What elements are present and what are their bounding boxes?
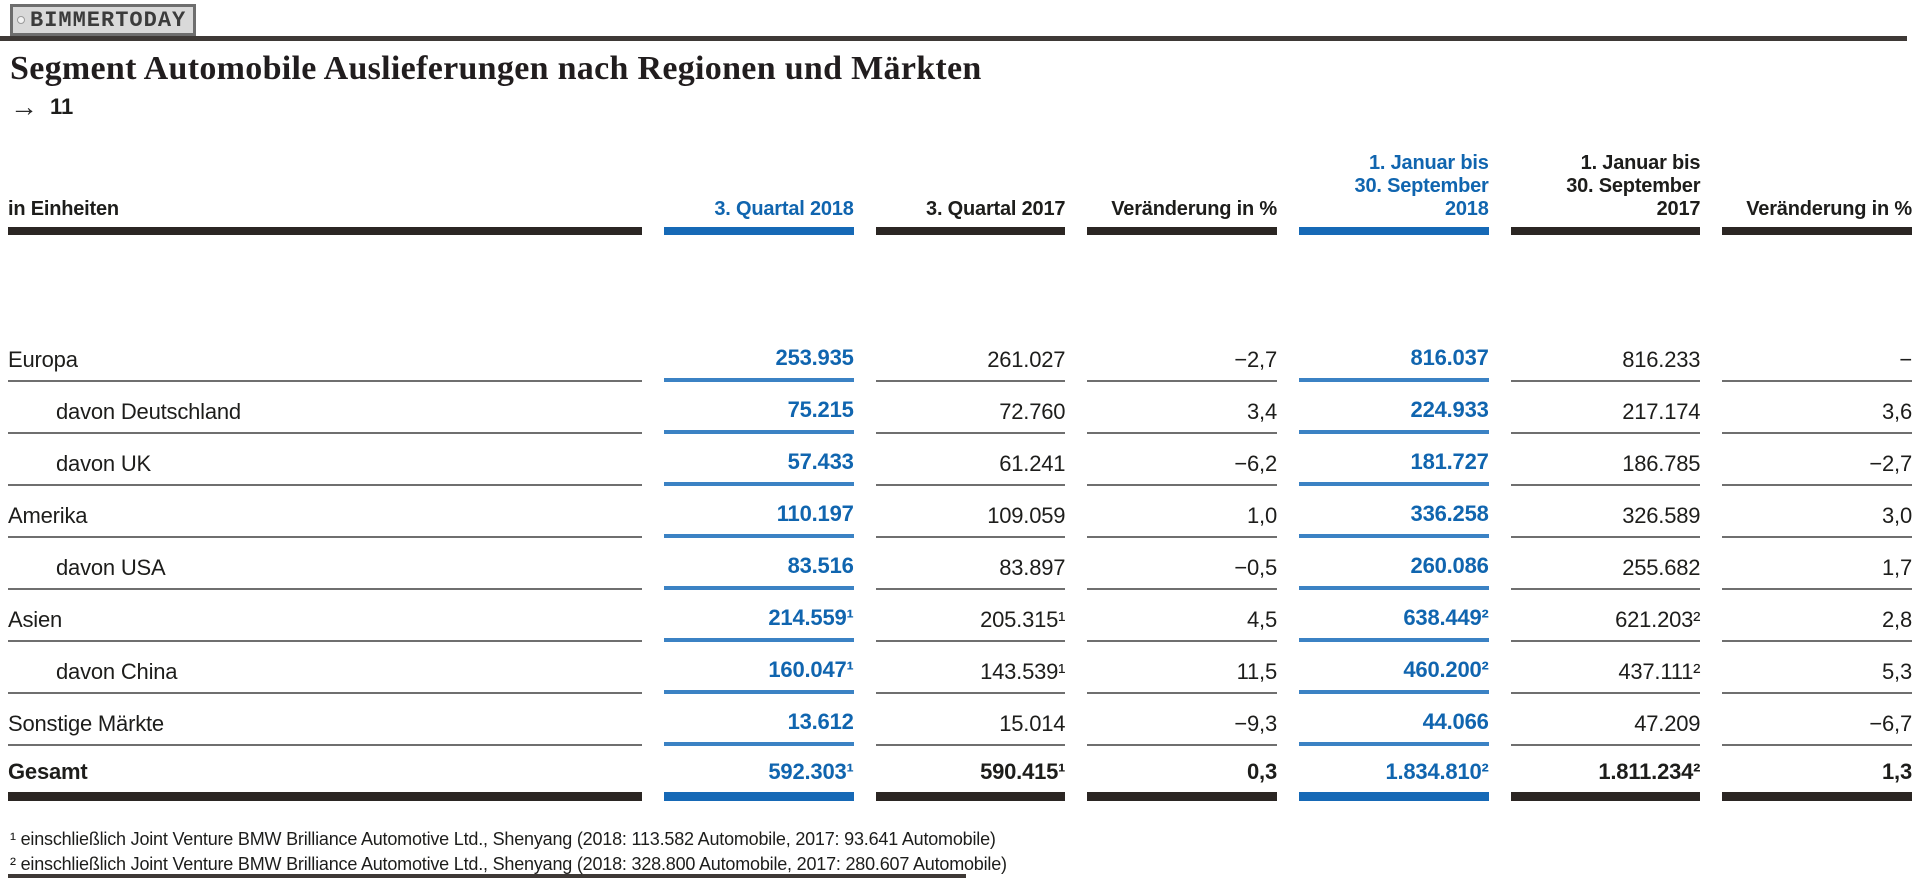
cell-change-quarter: 4,5 [1087,590,1277,642]
page-bottom-edge [8,874,966,878]
cell-ytd-2017: 47.209 [1510,694,1701,746]
cell-change-quarter: −2,7 [1087,235,1277,382]
cell-q3-2018: 110.197 [664,486,854,538]
cell-ytd-2017: 186.785 [1510,434,1701,486]
cell-ytd-2017: 1.811.234² [1510,746,1701,801]
cell-q3-2017: 205.315¹ [875,590,1066,642]
cell-q3-2018: 253.935 [664,235,854,382]
cell-q3-2018: 83.516 [664,538,854,590]
cell-change-quarter: −6,2 [1087,434,1277,486]
bimmertoday-logo: BIMMERTODAY [10,4,197,36]
column-header-ytd-2018: 1. Januar bis 30. September 2018 [1299,120,1489,235]
column-header-q3-2017: 3. Quartal 2017 [875,120,1066,235]
cell-change-ytd: 3,6 [1722,382,1912,434]
cell-q3-2018: 592.303¹ [664,746,854,801]
cell-q3-2017: 109.059 [875,486,1066,538]
cell-q3-2018: 57.433 [664,434,854,486]
cell-ytd-2017: 326.589 [1510,486,1701,538]
cell-q3-2017: 15.014 [875,694,1066,746]
column-header-units: in Einheiten [8,120,642,235]
cell-change-quarter: 0,3 [1087,746,1277,801]
row-label: Gesamt [8,746,642,801]
column-header-q3-2018: 3. Quartal 2018 [664,120,854,235]
cell-change-ytd: 1,7 [1722,538,1912,590]
cell-q3-2018: 75.215 [664,382,854,434]
cell-change-ytd: 1,3 [1722,746,1912,801]
cell-ytd-2018: 1.834.810² [1299,746,1489,801]
cell-q3-2017: 590.415¹ [875,746,1066,801]
row-label: Amerika [8,486,642,538]
cell-ytd-2017: 217.174 [1510,382,1701,434]
cell-ytd-2017: 437.111² [1510,642,1701,694]
cell-q3-2017: 61.241 [875,434,1066,486]
cell-change-quarter: 3,4 [1087,382,1277,434]
row-label: davon USA [8,538,642,590]
cell-change-ytd: 5,3 [1722,642,1912,694]
cell-q3-2018: 214.559¹ [664,590,854,642]
cell-ytd-2018: 44.066 [1299,694,1489,746]
footnote-2: ² einschließlich Joint Venture BMW Brill… [10,854,1007,874]
cell-q3-2018: 13.612 [664,694,854,746]
logo-text: BIMMERTODAY [30,7,187,33]
cell-q3-2018: 160.047¹ [664,642,854,694]
cell-ytd-2017: 255.682 [1510,538,1701,590]
column-header-ytd-2017: 1. Januar bis 30. September 2017 [1510,120,1701,235]
column-header-change-quarter: Veränderung in % [1087,120,1277,235]
row-label: Sonstige Märkte [8,694,642,746]
cell-ytd-2017: 621.203² [1510,590,1701,642]
cell-change-quarter: 11,5 [1087,642,1277,694]
footnote-1: ¹ einschließlich Joint Venture BMW Brill… [10,829,996,849]
row-label: davon UK [8,434,642,486]
column-header-change-ytd: Veränderung in % [1722,120,1912,235]
page-reference-number: 11 [50,94,74,119]
cell-q3-2017: 143.539¹ [875,642,1066,694]
arrow-right-icon: → [10,91,38,122]
row-label: Europa [8,235,642,382]
logo-dot-icon [17,16,25,24]
cell-change-quarter: 1,0 [1087,486,1277,538]
cell-change-ytd: 3,0 [1722,486,1912,538]
cell-ytd-2018: 336.258 [1299,486,1489,538]
cell-change-ytd: 2,8 [1722,590,1912,642]
row-label: davon China [8,642,642,694]
cell-ytd-2018: 224.933 [1299,382,1489,434]
row-label: davon Deutschland [8,382,642,434]
cell-ytd-2018: 816.037 [1299,235,1489,382]
cell-change-quarter: −0,5 [1087,538,1277,590]
row-label: Asien [8,590,642,642]
cell-ytd-2018: 638.449² [1299,590,1489,642]
cell-q3-2017: 72.760 [875,382,1066,434]
footnotes: ¹ einschließlich Joint Venture BMW Brill… [10,827,1920,877]
cell-ytd-2017: 816.233 [1510,235,1701,382]
page-title: Segment Automobile Auslieferungen nach R… [10,50,982,87]
logo-bar: BIMMERTODAY [0,0,1920,36]
cell-change-quarter: −9,3 [1087,694,1277,746]
cell-ytd-2018: 460.200² [1299,642,1489,694]
header-divider [0,36,1907,41]
cell-ytd-2018: 181.727 [1299,434,1489,486]
cell-ytd-2018: 260.086 [1299,538,1489,590]
cell-change-ytd: − [1722,235,1912,382]
page-reference: → 11 [10,91,1920,122]
deliveries-table: in Einheiten 3. Quartal 2018 3. Quartal … [8,120,1912,801]
cell-q3-2017: 261.027 [875,235,1066,382]
cell-change-ytd: −2,7 [1722,434,1912,486]
cell-q3-2017: 83.897 [875,538,1066,590]
cell-change-ytd: −6,7 [1722,694,1912,746]
